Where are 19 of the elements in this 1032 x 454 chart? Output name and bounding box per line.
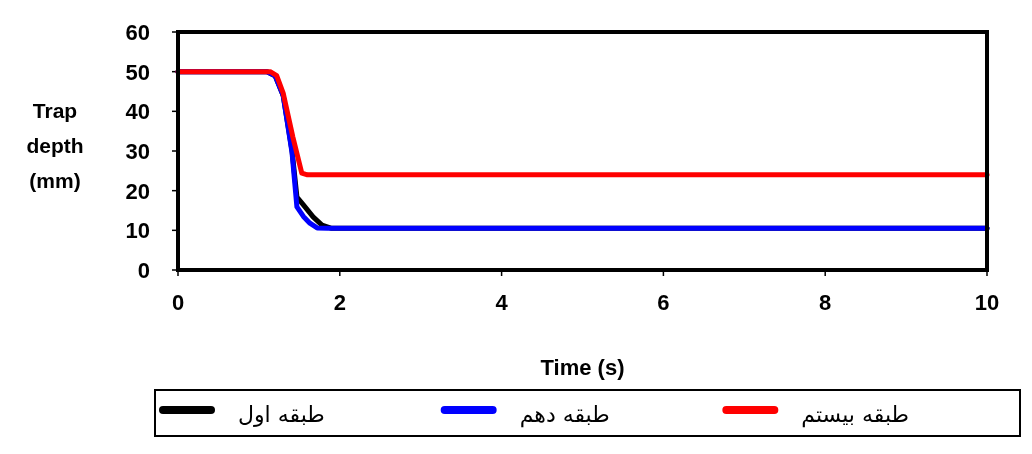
y-tick-label: 20	[125, 178, 150, 204]
y-tick-label: 60	[125, 20, 150, 45]
y-tick-label: 0	[137, 258, 150, 283]
legend-label: طبقه اول	[238, 402, 325, 427]
legend-label: طبقه دهم	[519, 402, 610, 428]
y-tick-label: 30	[125, 139, 150, 164]
y-tick-label: 40	[125, 99, 150, 125]
y-tick-label: 10	[125, 218, 150, 244]
x-axis-title: Time (s)	[540, 355, 625, 380]
x-tick-label: 4	[495, 290, 509, 315]
x-tick-label: 6	[657, 290, 670, 315]
x-tick-label: 10	[974, 290, 1000, 315]
legend-label: طبقه بیستم	[801, 402, 910, 428]
x-tick-label: 8	[819, 290, 832, 315]
x-tick-label: 0	[171, 290, 185, 315]
legend: طبقه اول طبقه دهم طبقه بیستم	[154, 389, 1021, 437]
x-tick-label: 2	[333, 290, 346, 315]
y-tick-label: 50	[125, 59, 150, 85]
y-axis-title: Trap depth (mm)	[26, 99, 84, 192]
